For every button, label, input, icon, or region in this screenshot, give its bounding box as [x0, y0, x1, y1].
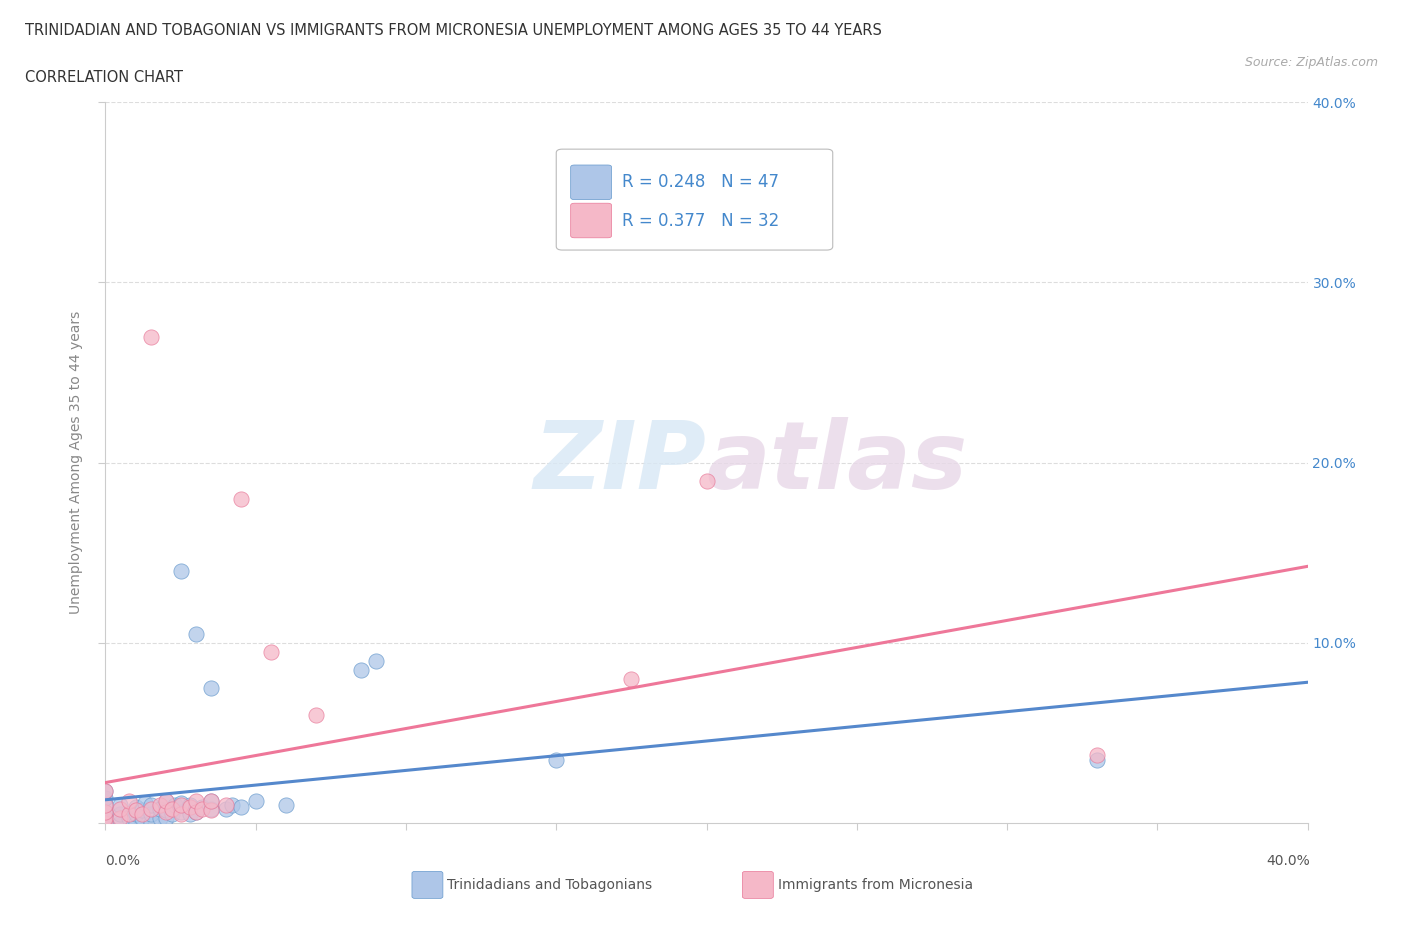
Text: CORRELATION CHART: CORRELATION CHART [25, 70, 183, 85]
Point [124, 816, 146, 830]
Point [184, 804, 207, 819]
Point [221, 798, 243, 813]
Point [260, 644, 283, 659]
Point [131, 803, 153, 817]
Text: Immigrants from Micronesia: Immigrants from Micronesia [778, 878, 973, 893]
Point [214, 798, 236, 813]
Point [124, 800, 146, 815]
Point [620, 671, 643, 686]
Point [148, 798, 170, 813]
Point [155, 803, 177, 817]
Point [94, 798, 117, 813]
Point [110, 806, 132, 821]
Point [169, 796, 191, 811]
Point [124, 806, 146, 821]
Text: 0.0%: 0.0% [105, 854, 141, 868]
Point [139, 798, 162, 813]
Point [134, 796, 156, 811]
Point [163, 798, 186, 813]
Point [110, 802, 132, 817]
Point [155, 804, 177, 819]
Point [229, 491, 252, 506]
Point [118, 810, 141, 825]
Point [148, 810, 170, 825]
Point [169, 806, 191, 821]
Point [94, 783, 117, 798]
Point [124, 803, 146, 817]
Point [148, 802, 170, 817]
Point [94, 816, 117, 830]
Text: ZIP: ZIP [534, 417, 707, 509]
Point [214, 802, 236, 817]
Point [200, 802, 222, 817]
Point [274, 798, 297, 813]
Point [94, 812, 117, 827]
Point [110, 798, 132, 813]
Point [110, 816, 132, 830]
FancyBboxPatch shape [571, 204, 612, 238]
Point [139, 329, 162, 344]
Text: R = 0.377   N = 32: R = 0.377 N = 32 [623, 211, 779, 230]
Point [131, 810, 153, 825]
Point [160, 806, 183, 821]
Point [110, 810, 132, 825]
Point [94, 798, 117, 813]
Point [155, 810, 177, 825]
Point [184, 794, 207, 809]
Point [169, 804, 191, 819]
Point [350, 662, 373, 677]
Text: Trinidadians and Tobagonians: Trinidadians and Tobagonians [447, 878, 652, 893]
Point [305, 708, 328, 723]
Point [696, 473, 718, 488]
Point [1085, 752, 1108, 767]
Point [245, 794, 267, 809]
Point [229, 800, 252, 815]
Point [169, 798, 191, 813]
Point [200, 794, 222, 809]
Point [155, 794, 177, 809]
Point [179, 800, 201, 815]
Text: TRINIDADIAN AND TOBAGONIAN VS IMMIGRANTS FROM MICRONESIA UNEMPLOYMENT AMONG AGES: TRINIDADIAN AND TOBAGONIAN VS IMMIGRANTS… [25, 23, 882, 38]
Point [94, 808, 117, 823]
Text: 40.0%: 40.0% [1267, 854, 1310, 868]
Point [184, 627, 207, 642]
Text: atlas: atlas [707, 417, 967, 509]
Point [190, 802, 212, 817]
Point [200, 681, 222, 696]
Point [1085, 747, 1108, 762]
Point [94, 783, 117, 798]
Point [139, 806, 162, 821]
Point [190, 800, 212, 815]
Point [94, 810, 117, 825]
Point [169, 564, 191, 578]
Point [364, 654, 387, 669]
FancyBboxPatch shape [571, 165, 612, 200]
Y-axis label: Unemployment Among Ages 35 to 44 years: Unemployment Among Ages 35 to 44 years [69, 311, 83, 615]
Point [179, 798, 201, 813]
Point [200, 794, 222, 809]
Point [160, 802, 183, 817]
Point [118, 794, 141, 809]
Point [94, 790, 117, 805]
Point [200, 803, 222, 817]
Point [94, 804, 117, 819]
Point [118, 806, 141, 821]
Point [179, 806, 201, 821]
Text: Source: ZipAtlas.com: Source: ZipAtlas.com [1244, 56, 1378, 69]
Text: R = 0.248   N = 47: R = 0.248 N = 47 [623, 173, 779, 192]
Point [131, 806, 153, 821]
Point [94, 816, 117, 830]
Point [139, 816, 162, 830]
Point [155, 794, 177, 809]
Point [546, 752, 568, 767]
Point [139, 802, 162, 817]
Point [94, 804, 117, 819]
Point [184, 804, 207, 819]
FancyBboxPatch shape [557, 149, 832, 250]
